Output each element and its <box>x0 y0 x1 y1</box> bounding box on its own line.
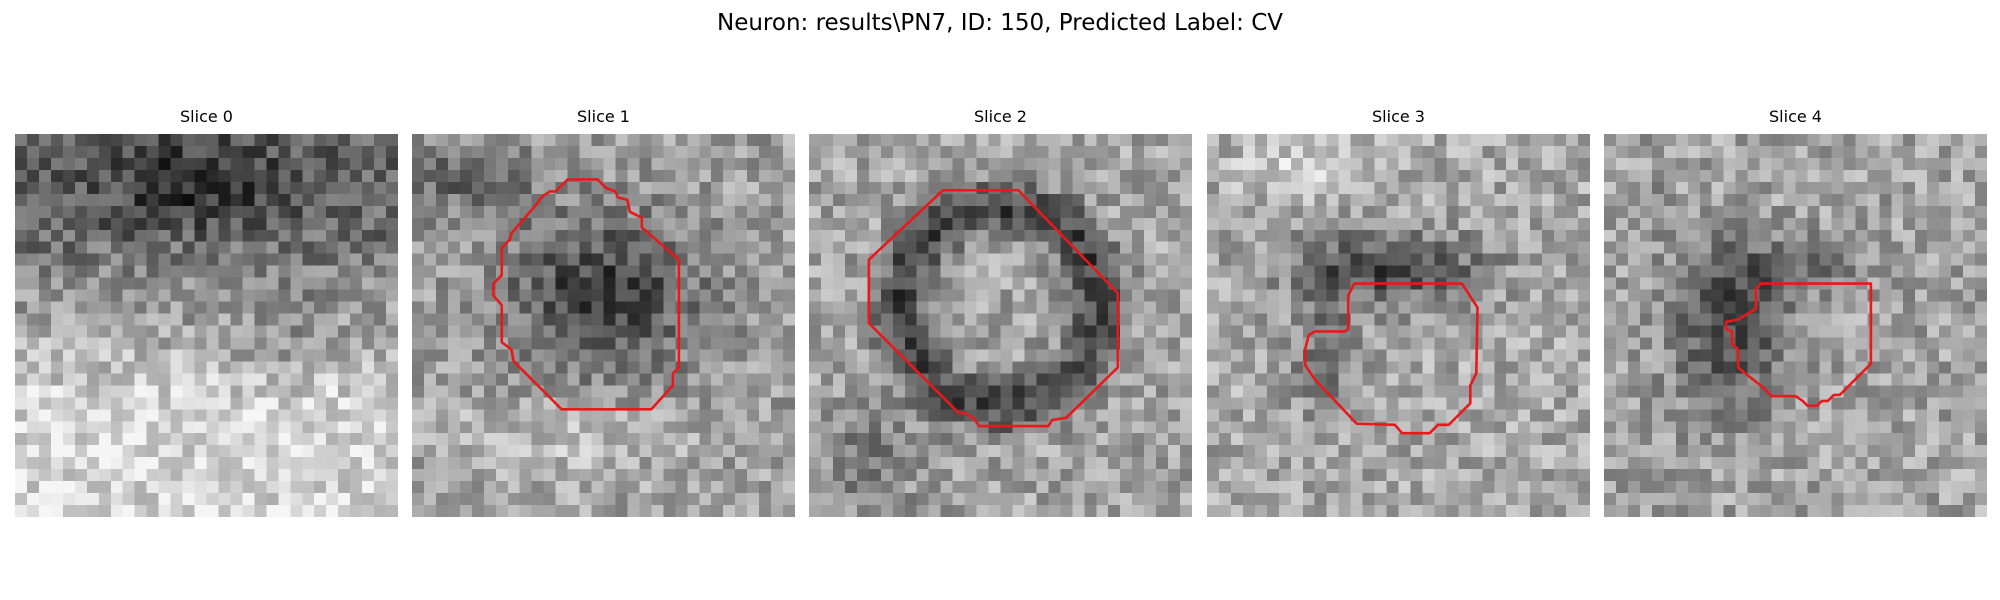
slice-panel-3: Slice 3 <box>1207 107 1590 517</box>
slice-title-1: Slice 1 <box>577 107 630 126</box>
slice-title-4: Slice 4 <box>1769 107 1822 126</box>
vesicle-contour-4 <box>1724 282 1873 407</box>
slice-title-2: Slice 2 <box>974 107 1027 126</box>
slice-panel-4: Slice 4 <box>1604 107 1987 517</box>
slice-panel-1: Slice 1 <box>412 107 795 517</box>
vesicle-contour-1 <box>492 178 681 411</box>
slice-image-4 <box>1604 134 1987 517</box>
slice-panel-0: Slice 0 <box>15 107 398 517</box>
vesicle-contour-2 <box>867 188 1120 428</box>
vesicle-contour-3 <box>1303 282 1479 435</box>
slice-image-0 <box>15 134 398 517</box>
slice-image-2 <box>809 134 1192 517</box>
figure-title: Neuron: results\PN7, ID: 150, Predicted … <box>717 10 1283 36</box>
slice-title-3: Slice 3 <box>1372 107 1425 126</box>
slice-image-1 <box>412 134 795 517</box>
slice-image-3 <box>1207 134 1590 517</box>
slice-title-0: Slice 0 <box>180 107 233 126</box>
slice-panel-2: Slice 2 <box>809 107 1192 517</box>
